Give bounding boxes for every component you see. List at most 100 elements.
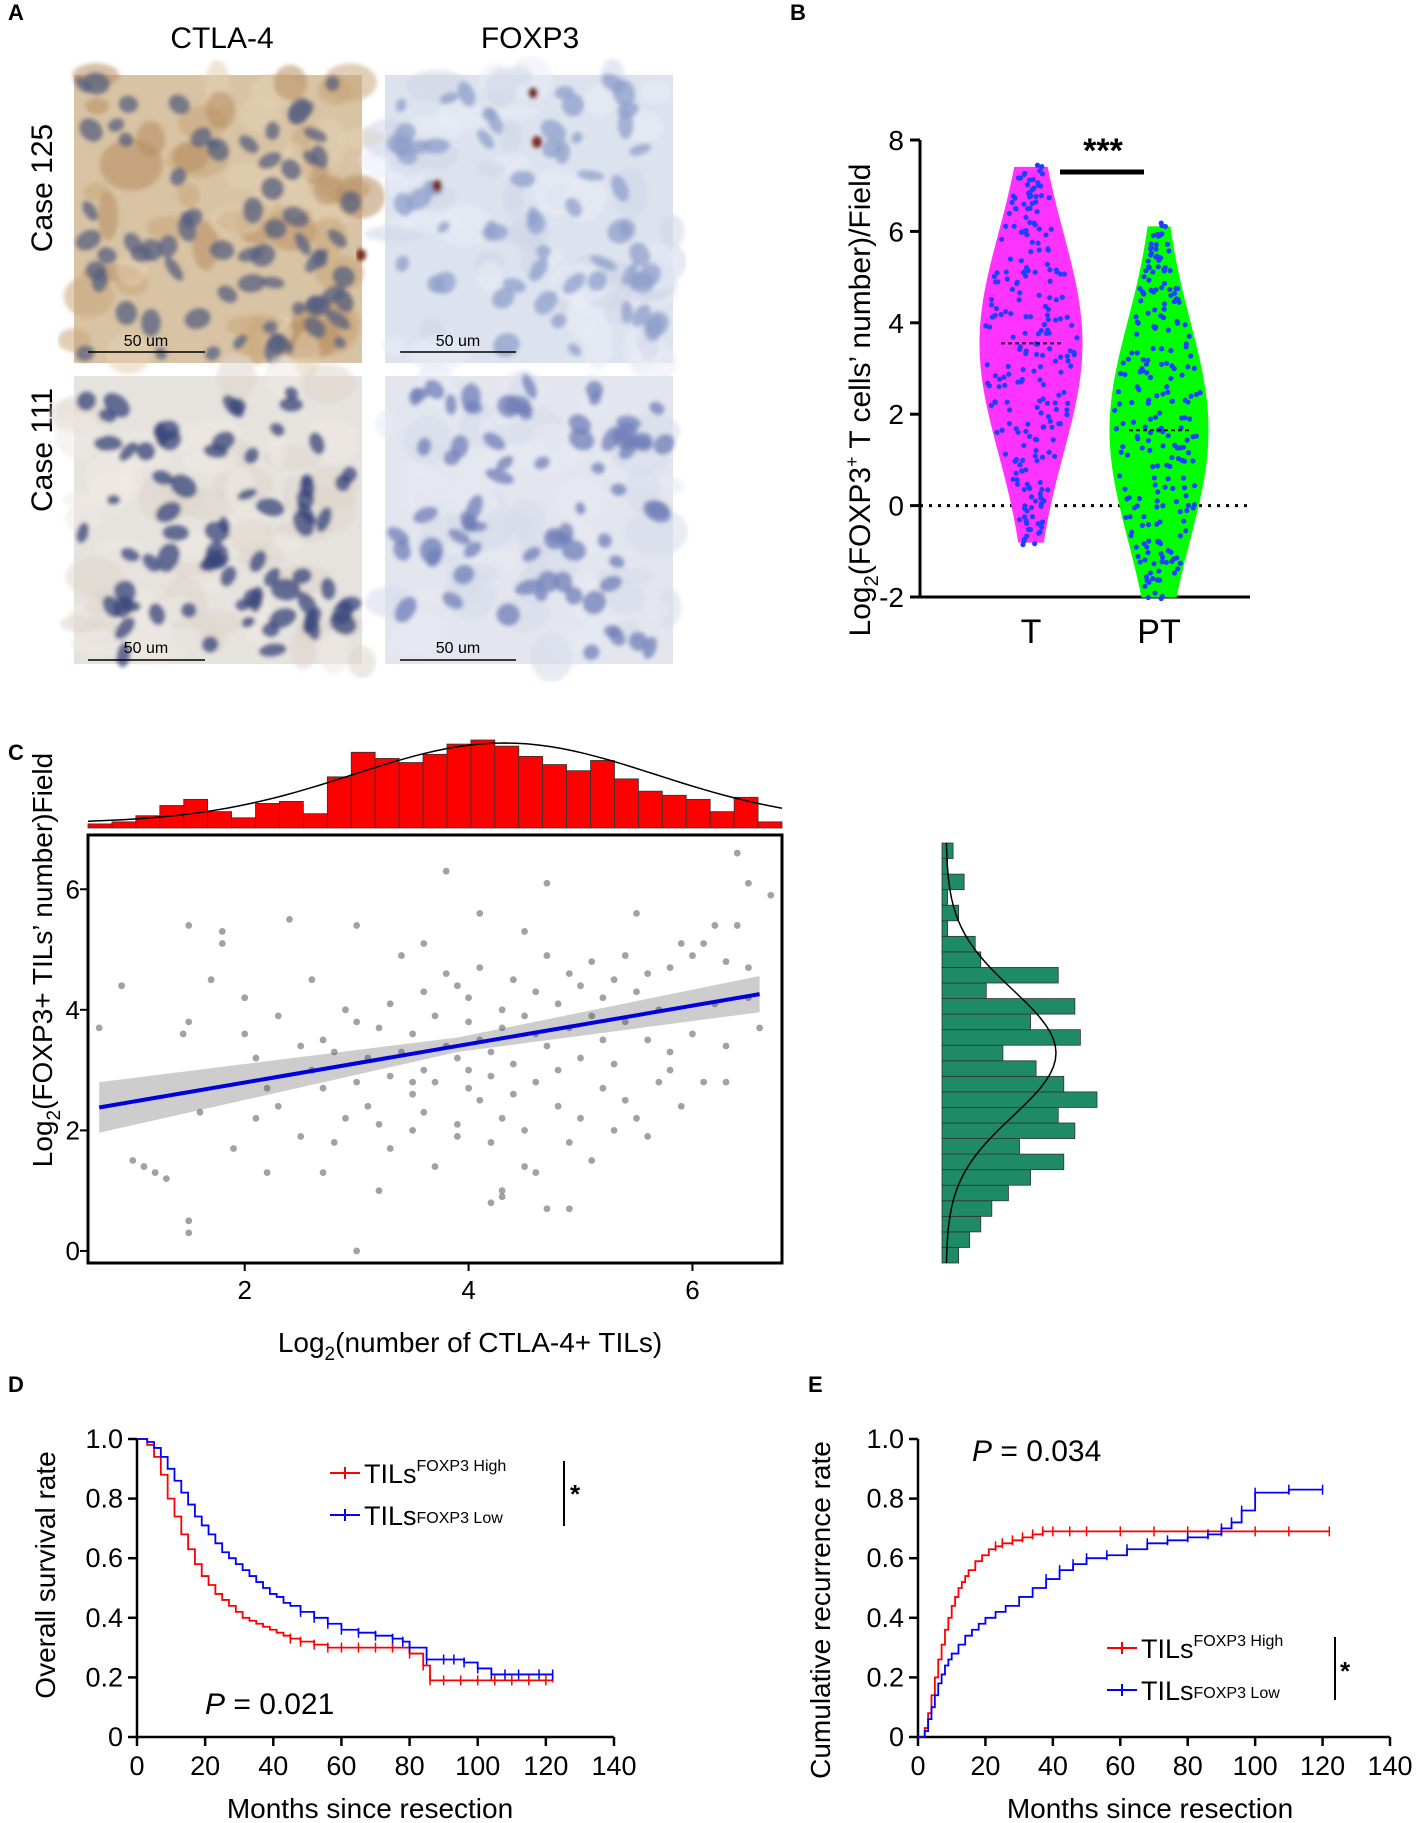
e-y-tick-label: 0.4 bbox=[866, 1603, 904, 1633]
b-data-dot bbox=[984, 362, 990, 368]
c-top-hist-bar bbox=[111, 821, 137, 829]
c-data-point bbox=[179, 1030, 187, 1038]
b-data-dot bbox=[1025, 267, 1031, 274]
b-data-dot bbox=[1168, 348, 1174, 354]
c-data-point bbox=[353, 1018, 361, 1026]
c-data-point bbox=[453, 982, 461, 990]
c-top-hist-bar bbox=[87, 823, 113, 829]
b-data-dot bbox=[1048, 226, 1054, 232]
micrograph-case111-ctla4: 50 um bbox=[48, 352, 377, 679]
b-data-dot bbox=[1165, 327, 1171, 333]
b-data-dot bbox=[1139, 445, 1145, 451]
b-data-dot bbox=[1026, 433, 1033, 439]
b-data-dot bbox=[1138, 298, 1144, 304]
b-data-dot bbox=[1159, 559, 1165, 565]
b-data-dot bbox=[1154, 521, 1160, 527]
c-data-point bbox=[666, 1048, 674, 1056]
c-data-point bbox=[644, 970, 652, 978]
b-data-dot bbox=[1145, 594, 1151, 601]
d-x-tick-label: 60 bbox=[326, 1751, 356, 1781]
c-data-point bbox=[521, 1163, 528, 1170]
b-data-dot bbox=[1023, 348, 1029, 354]
b-data-dot bbox=[1131, 505, 1138, 511]
c-plot-area: 2 4 6 0 2 4 6 bbox=[66, 739, 1098, 1305]
e-x-tick-label: 0 bbox=[910, 1751, 925, 1781]
d-y-tick-label: 1.0 bbox=[85, 1424, 123, 1454]
c-data-point bbox=[577, 1054, 584, 1062]
b-data-dot bbox=[1135, 553, 1141, 560]
b-data-dot bbox=[1058, 369, 1064, 375]
b-data-dot bbox=[1011, 223, 1017, 229]
b-data-dot bbox=[1046, 195, 1052, 201]
c-data-point bbox=[498, 1006, 506, 1014]
b-data-dot bbox=[1024, 206, 1031, 212]
b-data-dot bbox=[1144, 578, 1151, 584]
d-x-tick-label: 100 bbox=[455, 1751, 500, 1781]
panel-e-label: E bbox=[808, 1372, 823, 1397]
b-data-dot bbox=[1039, 486, 1045, 493]
b-data-dot bbox=[1193, 391, 1200, 398]
b-y-tick-label: -2 bbox=[879, 582, 904, 613]
e-x-tick-label: 140 bbox=[1367, 1751, 1412, 1781]
c-data-point bbox=[453, 1054, 461, 1062]
d-x-tick-label: 140 bbox=[591, 1751, 636, 1781]
scale-bar-label: 50 um bbox=[436, 333, 480, 350]
c-right-hist-bar bbox=[941, 1169, 1031, 1186]
col-header-foxp3: FOXP3 bbox=[481, 22, 579, 55]
b-data-dot bbox=[1064, 314, 1070, 320]
b-data-dot bbox=[1185, 364, 1191, 370]
b-data-dot bbox=[1024, 481, 1030, 487]
b-data-dot bbox=[1153, 246, 1159, 252]
b-data-dot bbox=[1148, 244, 1154, 251]
b-data-dot bbox=[1057, 421, 1063, 427]
b-data-dot bbox=[1047, 295, 1053, 301]
b-data-dot bbox=[1053, 297, 1059, 303]
c-top-hist-bar bbox=[733, 796, 759, 829]
b-data-dot bbox=[1033, 437, 1040, 443]
b-data-dot bbox=[1171, 570, 1178, 576]
b-data-dot bbox=[1141, 274, 1147, 280]
b-data-dot bbox=[1043, 232, 1049, 238]
c-data-point bbox=[532, 988, 540, 996]
c-data-point bbox=[185, 1229, 193, 1237]
b-data-dot bbox=[1146, 277, 1152, 283]
b-data-dot bbox=[1041, 424, 1047, 430]
b-data-dot bbox=[1122, 486, 1128, 492]
b-data-dot bbox=[1007, 256, 1014, 262]
b-data-dot bbox=[1013, 206, 1019, 212]
b-data-dot bbox=[1188, 393, 1194, 399]
c-data-point bbox=[252, 1114, 260, 1122]
c-data-point bbox=[353, 1247, 361, 1255]
b-data-dot bbox=[1032, 498, 1039, 504]
b-data-dot bbox=[1170, 485, 1176, 492]
c-top-hist-bar bbox=[302, 813, 328, 829]
c-right-hist-bar bbox=[941, 1075, 1065, 1093]
b-data-dot bbox=[1160, 391, 1166, 397]
b-data-dot bbox=[1037, 491, 1043, 497]
c-data-point bbox=[543, 1205, 551, 1213]
d-x-tick-label: 20 bbox=[190, 1751, 220, 1781]
b-data-dot bbox=[1014, 279, 1020, 285]
c-data-point bbox=[644, 1133, 652, 1140]
e-y-tick-label: 0 bbox=[889, 1722, 904, 1752]
d-y-tick-label: 0.6 bbox=[85, 1543, 123, 1573]
c-right-hist-bar bbox=[941, 1029, 1081, 1046]
b-data-dot bbox=[1036, 292, 1042, 298]
d-legend-significance: * bbox=[570, 1479, 581, 1509]
b-data-dot bbox=[1016, 517, 1023, 523]
c-data-point bbox=[722, 1042, 730, 1050]
b-y-tick-label: 4 bbox=[888, 308, 904, 339]
b-data-dot bbox=[1004, 399, 1010, 405]
e-pvalue: P = 0.034 bbox=[972, 1435, 1101, 1468]
b-data-dot bbox=[1142, 424, 1148, 430]
c-data-point bbox=[241, 1030, 249, 1038]
b-data-dot bbox=[1120, 360, 1126, 366]
c-data-point bbox=[543, 952, 551, 959]
b-data-dot bbox=[1038, 524, 1045, 530]
b-data-dot bbox=[1003, 308, 1009, 315]
c-top-hist-bar bbox=[350, 751, 376, 829]
b-data-dot bbox=[1035, 180, 1041, 186]
c-data-point bbox=[319, 1169, 327, 1176]
b-data-dot bbox=[1185, 502, 1191, 509]
panel-b-label: B bbox=[790, 0, 806, 25]
